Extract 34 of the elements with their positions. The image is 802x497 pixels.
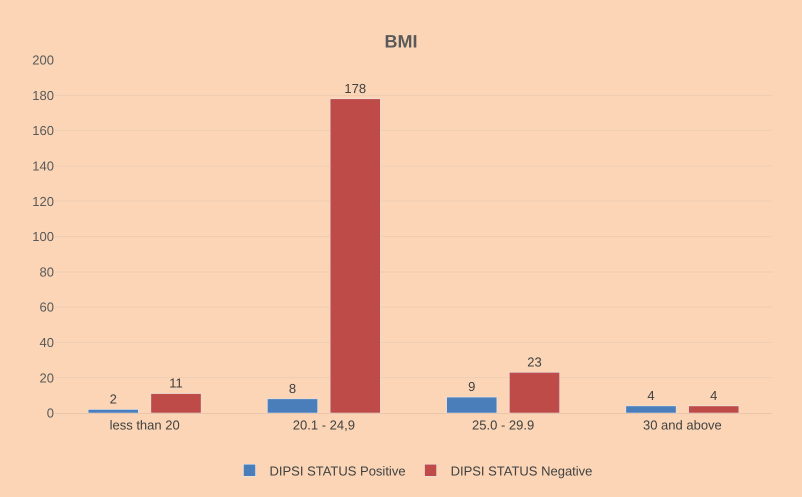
- y-tick-label: 100: [32, 229, 54, 244]
- data-label: 4: [647, 388, 655, 403]
- data-label: 8: [288, 380, 296, 396]
- y-tick-label: 40: [40, 334, 54, 350]
- bar: [267, 398, 318, 413]
- y-tick-label: 180: [32, 88, 54, 103]
- x-tick-label: 20.1 - 24,9: [292, 418, 355, 433]
- x-tick-label: less than 20: [110, 418, 180, 433]
- bar: [150, 393, 202, 413]
- data-label: 9: [468, 379, 476, 394]
- data-label: 23: [527, 354, 542, 370]
- y-tick-label: 80: [40, 264, 54, 280]
- chart-title: BMI: [384, 31, 418, 52]
- bar: [509, 372, 560, 413]
- bar: [446, 396, 498, 413]
- y-tick-label: 0: [46, 406, 54, 421]
- legend-label: DIPSI STATUS Positive: [270, 463, 406, 478]
- data-label: 178: [344, 80, 366, 96]
- x-tick-label: 30 and above: [642, 418, 722, 433]
- bar: [688, 406, 740, 413]
- y-tick-label: 60: [40, 300, 54, 315]
- data-label: 4: [710, 388, 718, 403]
- data-label: 11: [169, 376, 183, 391]
- legend-label: DIPSI STATUS Negative: [450, 463, 592, 478]
- bar: [88, 409, 139, 413]
- y-tick-label: 160: [32, 123, 54, 138]
- y-tick-label: 120: [32, 194, 54, 209]
- y-tick-label: 20: [40, 370, 54, 386]
- x-tick-label: 25.0 - 29.9: [472, 418, 534, 433]
- data-label: 2: [110, 391, 117, 406]
- bar: [330, 98, 381, 413]
- bar: [626, 406, 676, 413]
- y-tick-label: 200: [32, 52, 54, 68]
- y-tick-label: 140: [32, 158, 54, 174]
